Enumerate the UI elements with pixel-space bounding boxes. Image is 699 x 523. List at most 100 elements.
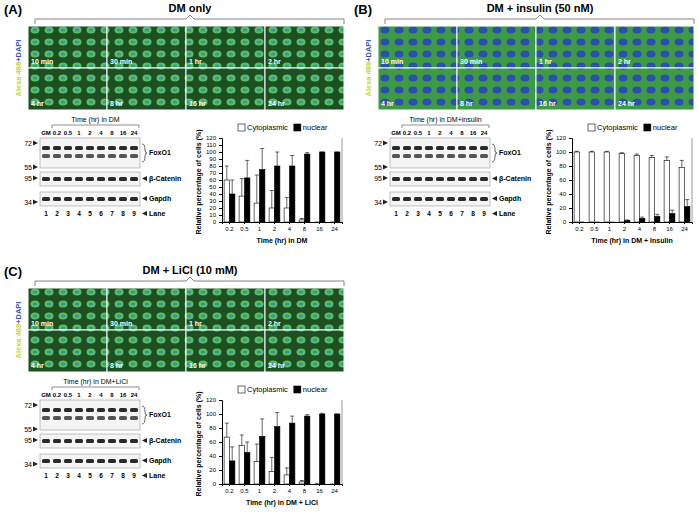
- error-stem: [256, 444, 257, 462]
- error-cap: [255, 175, 259, 176]
- blot-band: [108, 416, 116, 420]
- error-bar: [580, 222, 584, 223]
- micrograph: [28, 330, 107, 372]
- error-cap: [685, 199, 689, 200]
- error-bar: [605, 151, 609, 153]
- marker-arrow: [33, 427, 38, 432]
- lane-number: 5: [88, 472, 92, 479]
- y-axis-line: [219, 401, 223, 485]
- y-tick-mark: [569, 166, 572, 167]
- y-tick: 60: [209, 439, 222, 445]
- lane-number: 2: [405, 210, 409, 217]
- blot-band: [469, 146, 477, 150]
- y-tick-mark: [219, 414, 222, 415]
- y-tick: 20: [559, 205, 572, 211]
- bar: [329, 484, 334, 485]
- error-stem: [286, 468, 287, 475]
- blot-band: [403, 197, 411, 201]
- marker-arrow: [33, 462, 38, 467]
- lane-number: 6: [449, 210, 453, 217]
- blot-strip: [40, 434, 140, 448]
- y-tick-mark: [569, 194, 572, 195]
- lane-header: 4: [99, 130, 103, 136]
- blot-band: [64, 408, 72, 412]
- y-tick-mark: [219, 400, 222, 401]
- marker-arrow: [33, 176, 38, 181]
- x-tick-mark: [684, 222, 685, 224]
- y-tick: 0: [213, 219, 222, 225]
- error-bar: [595, 222, 599, 223]
- micrograph: [107, 288, 186, 330]
- micrograph: [107, 330, 186, 372]
- micrograph: [28, 68, 107, 110]
- y-tick: 80: [209, 425, 222, 431]
- error-stem: [271, 191, 272, 209]
- y-tick: 100: [556, 149, 572, 155]
- error-bar: [320, 413, 324, 415]
- x-axis: 0.20.512481624: [223, 222, 343, 232]
- x-tick-label: 0.2: [575, 226, 584, 232]
- blot-band: [64, 416, 72, 420]
- bar: [604, 152, 609, 222]
- mw-marker: 55: [374, 164, 382, 171]
- blot-band: [403, 177, 411, 181]
- error-cap: [260, 148, 264, 149]
- mw-marker: 55: [24, 164, 32, 171]
- x-axis-line: [223, 223, 343, 225]
- time-label: 10 min: [31, 58, 53, 65]
- blot-band: [119, 197, 127, 201]
- bar: [314, 484, 319, 485]
- y-axis-line: [569, 139, 573, 223]
- blot-band: [458, 197, 466, 201]
- error-bar: [270, 457, 274, 471]
- error-bar: [315, 483, 319, 484]
- blot-band: [64, 459, 72, 463]
- lane-number: 4: [77, 472, 81, 479]
- error-bar: [670, 210, 674, 214]
- legend-label: Cytoplasmic: [597, 123, 638, 132]
- y-tick: 60: [209, 177, 222, 183]
- x-tick: 16: [316, 484, 323, 494]
- x-tick-label: 1: [608, 226, 612, 232]
- blot-band: [42, 416, 50, 420]
- time-label: 24 hr: [268, 362, 285, 369]
- mw-marker: 95: [24, 437, 32, 444]
- panel-label: (A): [4, 2, 22, 17]
- figure: (A)DM onlyAlexa 488+DAPI10 min30 min1 hr…: [0, 0, 699, 523]
- y-tick-label: 110: [206, 142, 216, 148]
- blot-bracket: [402, 125, 489, 128]
- x-tick-label: 4: [288, 226, 292, 232]
- error-stem: [256, 175, 257, 203]
- band-label: Gapdh: [499, 195, 521, 203]
- lane-number: 8: [121, 210, 125, 217]
- error-stem: [262, 419, 263, 437]
- error-cap: [605, 151, 609, 152]
- error-cap: [665, 156, 669, 157]
- x-tick: 2: [273, 222, 277, 232]
- error-cap: [330, 484, 334, 485]
- plot-frame: [692, 138, 693, 222]
- blot-band: [458, 154, 466, 158]
- blot-band: [119, 154, 127, 158]
- bar: [260, 170, 265, 223]
- bar: [580, 222, 585, 223]
- x-tick-mark: [259, 484, 260, 486]
- x-tick-label: 1: [258, 226, 262, 232]
- error-bar: [290, 416, 294, 423]
- plot-area: [224, 149, 340, 223]
- micrograph: [457, 68, 536, 110]
- blot-band: [130, 177, 138, 181]
- error-cap: [290, 155, 294, 156]
- bar: [245, 453, 250, 485]
- error-cap: [275, 152, 279, 153]
- x-tick: 8: [303, 222, 307, 232]
- error-bar: [335, 414, 339, 415]
- time-label: 4 hr: [381, 100, 394, 107]
- y-tick-label: 60: [209, 439, 216, 445]
- x-tick-label: 16: [316, 226, 323, 232]
- error-stem: [277, 152, 278, 166]
- error-cap: [240, 435, 244, 436]
- error-stem: [681, 160, 682, 167]
- micrograph: [186, 288, 265, 330]
- blot-band: [75, 154, 83, 158]
